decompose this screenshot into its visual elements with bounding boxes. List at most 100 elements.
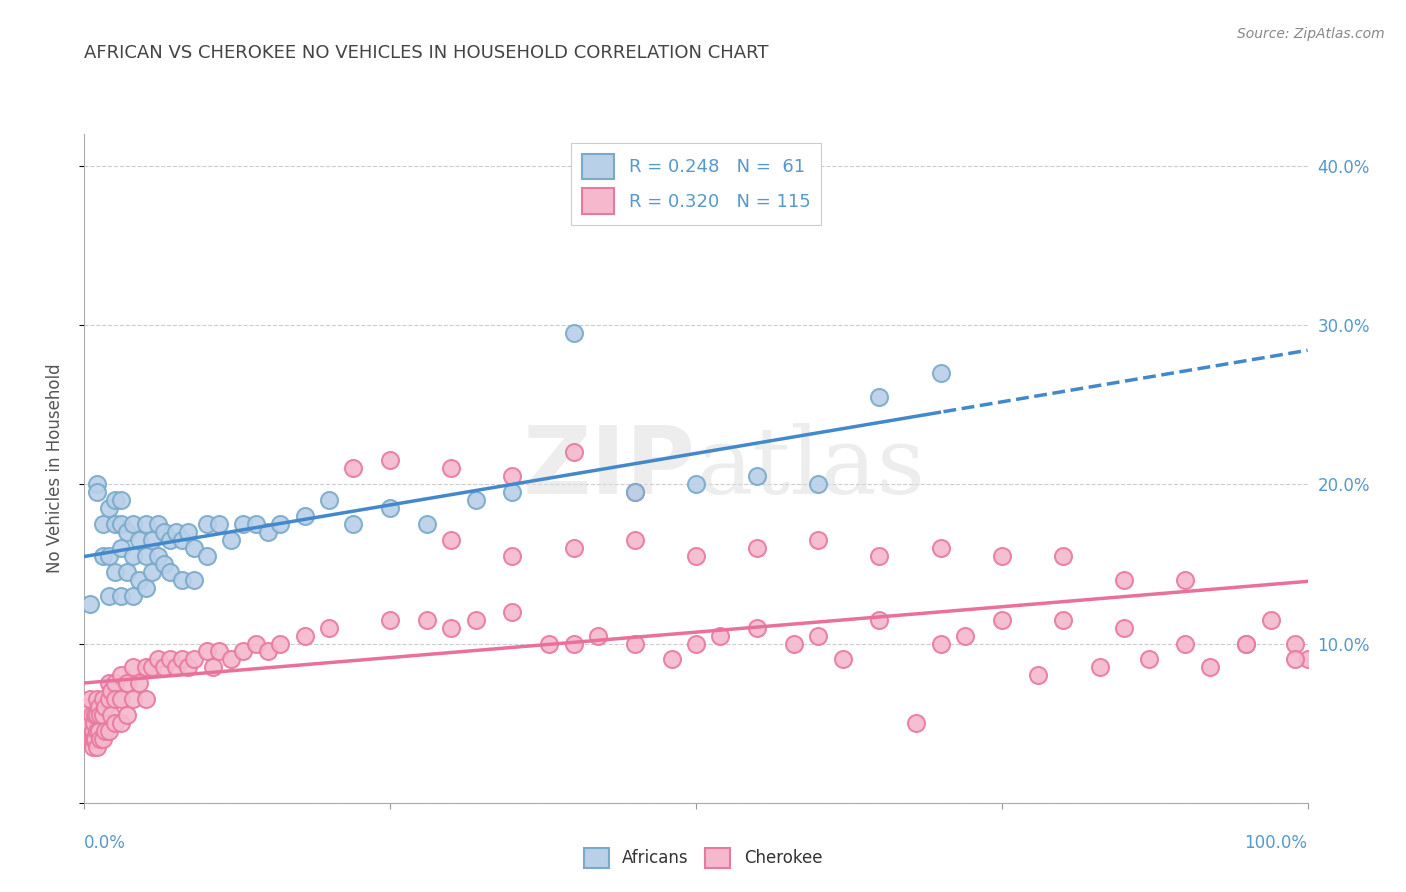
- Point: [97, 501, 120, 516]
- Point: [83, 732, 105, 747]
- Point: [318, 493, 340, 508]
- Point: [153, 524, 176, 539]
- Point: [172, 652, 194, 666]
- Point: [97, 692, 120, 706]
- Point: [747, 469, 769, 483]
- Text: AFRICAN VS CHEROKEE NO VEHICLES IN HOUSEHOLD CORRELATION CHART: AFRICAN VS CHEROKEE NO VEHICLES IN HOUSE…: [84, 45, 769, 62]
- Point: [135, 549, 157, 563]
- Point: [929, 541, 952, 555]
- Point: [624, 636, 647, 650]
- Point: [1052, 549, 1074, 563]
- Point: [172, 533, 194, 547]
- Point: [86, 708, 108, 723]
- Point: [77, 700, 100, 714]
- Point: [1028, 668, 1050, 682]
- Point: [89, 708, 111, 723]
- Point: [104, 493, 127, 508]
- Point: [128, 573, 150, 587]
- Point: [991, 549, 1014, 563]
- Point: [905, 716, 928, 731]
- Point: [153, 557, 176, 571]
- Point: [538, 636, 561, 650]
- Point: [562, 541, 585, 555]
- Point: [709, 628, 731, 642]
- Point: [97, 676, 120, 690]
- Point: [257, 524, 280, 539]
- Point: [562, 326, 585, 340]
- Point: [1114, 621, 1136, 635]
- Point: [104, 517, 127, 532]
- Point: [159, 565, 181, 579]
- Point: [110, 517, 132, 532]
- Point: [80, 708, 103, 723]
- Point: [502, 549, 524, 563]
- Point: [195, 517, 218, 532]
- Point: [86, 740, 108, 755]
- Point: [342, 461, 364, 475]
- Point: [135, 581, 157, 595]
- Point: [685, 549, 707, 563]
- Point: [110, 716, 132, 731]
- Point: [159, 652, 181, 666]
- Point: [1174, 573, 1197, 587]
- Point: [122, 660, 145, 674]
- Point: [165, 660, 187, 674]
- Point: [86, 692, 108, 706]
- Point: [89, 732, 111, 747]
- Point: [97, 549, 120, 563]
- Point: [100, 684, 122, 698]
- Point: [122, 517, 145, 532]
- Point: [146, 652, 169, 666]
- Point: [104, 692, 127, 706]
- Point: [91, 708, 114, 723]
- Point: [153, 660, 176, 674]
- Point: [318, 621, 340, 635]
- Point: [94, 700, 117, 714]
- Point: [1236, 636, 1258, 650]
- Point: [91, 692, 114, 706]
- Point: [294, 509, 316, 524]
- Point: [110, 692, 132, 706]
- Point: [97, 589, 120, 603]
- Point: [86, 485, 108, 500]
- Point: [79, 732, 101, 747]
- Point: [502, 469, 524, 483]
- Point: [94, 724, 117, 739]
- Point: [128, 676, 150, 690]
- Point: [1052, 613, 1074, 627]
- Point: [294, 628, 316, 642]
- Point: [380, 453, 402, 467]
- Point: [183, 573, 205, 587]
- Point: [257, 644, 280, 658]
- Point: [586, 628, 609, 642]
- Point: [110, 493, 132, 508]
- Point: [440, 621, 463, 635]
- Point: [747, 541, 769, 555]
- Point: [80, 732, 103, 747]
- Text: atlas: atlas: [696, 424, 925, 513]
- Point: [86, 477, 108, 491]
- Point: [208, 517, 231, 532]
- Point: [91, 549, 114, 563]
- Point: [783, 636, 806, 650]
- Point: [122, 549, 145, 563]
- Point: [1198, 660, 1220, 674]
- Point: [440, 533, 463, 547]
- Y-axis label: No Vehicles in Household: No Vehicles in Household: [45, 363, 63, 574]
- Point: [195, 549, 218, 563]
- Point: [245, 517, 267, 532]
- Legend: Africans, Cherokee: Africans, Cherokee: [576, 841, 830, 875]
- Point: [201, 660, 224, 674]
- Point: [1260, 613, 1282, 627]
- Point: [76, 708, 98, 723]
- Point: [79, 597, 101, 611]
- Point: [440, 461, 463, 475]
- Point: [159, 533, 181, 547]
- Point: [1236, 636, 1258, 650]
- Point: [82, 740, 104, 755]
- Point: [146, 549, 169, 563]
- Point: [562, 445, 585, 459]
- Point: [97, 724, 120, 739]
- Point: [1296, 652, 1319, 666]
- Point: [128, 533, 150, 547]
